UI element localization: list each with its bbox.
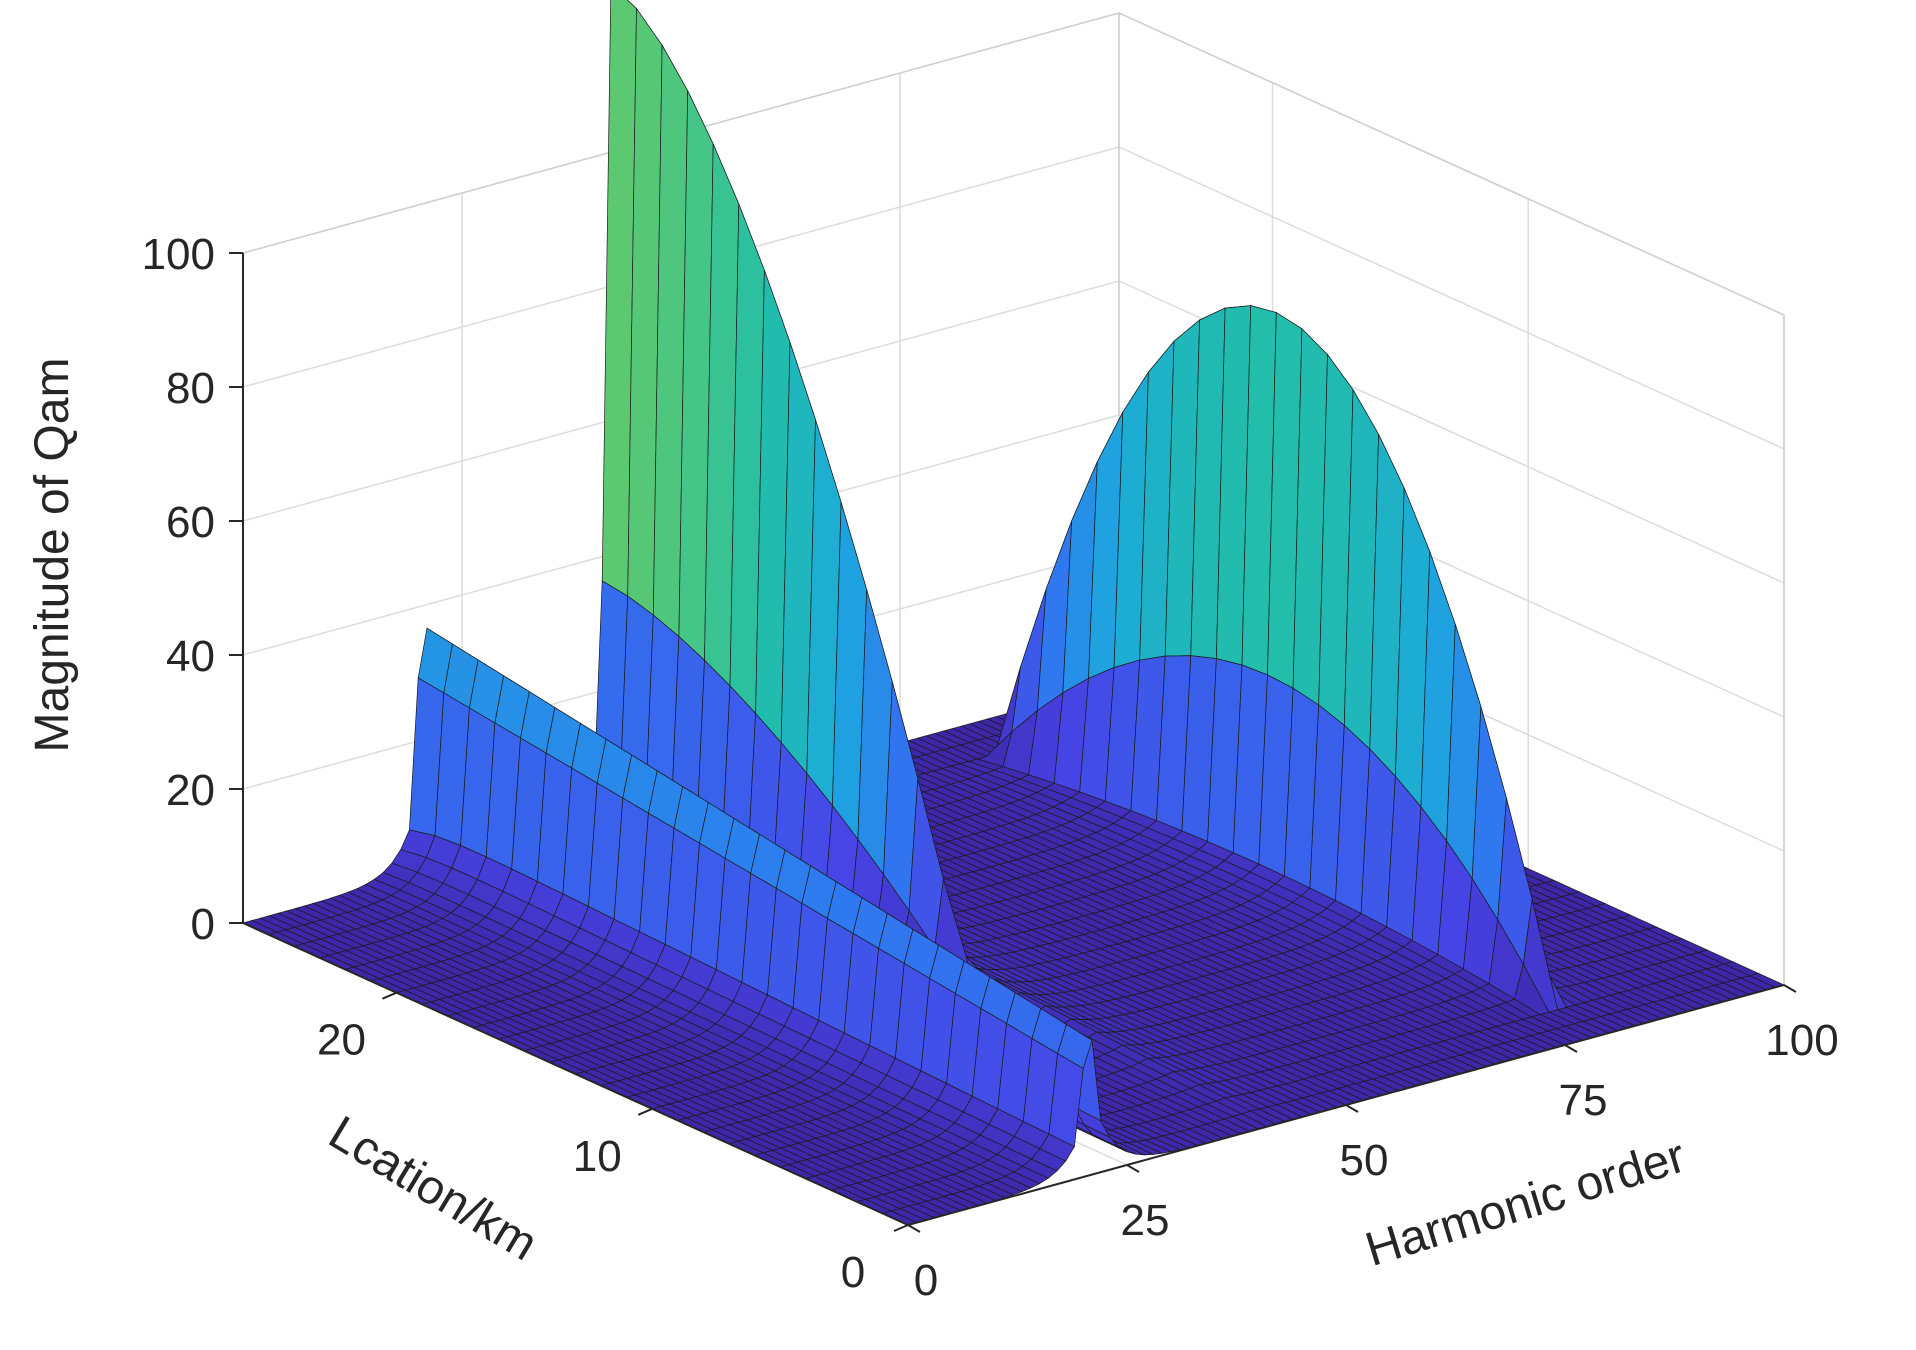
z-tick-label: 100 [142, 230, 215, 279]
y-axis-label: Lcation/km [320, 1106, 546, 1271]
z-tick-label: 40 [166, 632, 215, 681]
x-tick [1345, 1104, 1359, 1113]
x-tick-label: 50 [1340, 1136, 1389, 1185]
x-tick-label: 100 [1765, 1016, 1838, 1065]
y-tick-label: 20 [317, 1016, 366, 1065]
y-tick [382, 991, 397, 1000]
surface-layer [241, 0, 1786, 1226]
grid-line-z [242, 280, 1785, 584]
z-tick-label: 60 [166, 498, 215, 547]
grid-line-z [242, 12, 1785, 316]
x-tick [1564, 1044, 1578, 1053]
x-tick [1783, 984, 1797, 993]
x-tick-label: 25 [1121, 1196, 1170, 1245]
y-tick-label: 10 [573, 1132, 622, 1181]
x-tick [1126, 1164, 1140, 1173]
y-tick-label: 0 [841, 1248, 865, 1297]
z-axis-label: Magnitude of Qam [26, 358, 79, 753]
x-axis-label: Harmonic order [1360, 1129, 1692, 1276]
z-tick-label: 0 [191, 900, 215, 949]
z-tick-label: 80 [166, 364, 215, 413]
x-tick-label: 0 [914, 1256, 938, 1305]
ticks-layer: 0 25 50 75 100 0 10 20 0 20 40 60 80 100 [142, 230, 1839, 1305]
z-tick-label: 20 [166, 766, 215, 815]
y-tick [637, 1107, 653, 1116]
x-tick [907, 1224, 921, 1233]
x-tick-label: 75 [1559, 1076, 1608, 1125]
y-tick [893, 1224, 909, 1232]
grid-line-z [242, 146, 1785, 450]
box-edge-top [242, 12, 1785, 316]
y-axis-line [242, 922, 909, 1226]
